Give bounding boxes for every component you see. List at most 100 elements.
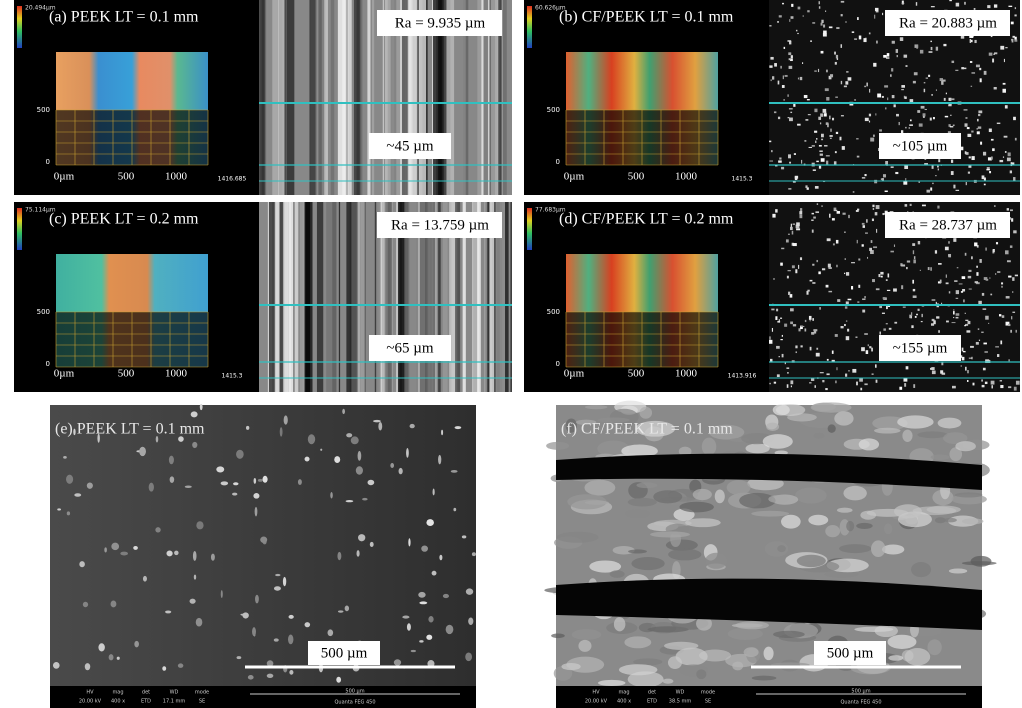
particle xyxy=(246,426,249,430)
x-axis-label: 500 xyxy=(118,368,135,380)
x-axis-label: 500 xyxy=(118,171,135,183)
speckle xyxy=(980,78,982,82)
speckle xyxy=(782,354,784,357)
speckle xyxy=(808,114,811,115)
fiber-texture xyxy=(931,454,950,460)
particle xyxy=(342,409,345,414)
speckle xyxy=(901,264,905,266)
speckle xyxy=(940,370,943,373)
speckle xyxy=(971,256,973,259)
speckle xyxy=(967,380,969,382)
speckle xyxy=(829,135,832,137)
speckle xyxy=(1012,277,1014,281)
speckle xyxy=(842,146,845,150)
speckle xyxy=(791,4,793,7)
speckle xyxy=(829,116,830,120)
particle xyxy=(328,629,334,636)
speckle xyxy=(989,278,990,279)
fiber-texture xyxy=(668,549,701,561)
speckle xyxy=(782,335,783,337)
particle xyxy=(104,547,107,552)
info-head: mag xyxy=(618,690,629,696)
speckle xyxy=(816,353,820,357)
speckle xyxy=(961,147,963,151)
speckle xyxy=(969,36,973,38)
speckle xyxy=(876,380,878,383)
speckle xyxy=(810,320,811,321)
height-map xyxy=(56,52,208,110)
particle xyxy=(263,476,268,483)
speckle xyxy=(921,106,925,109)
particle xyxy=(155,527,160,532)
fiber-texture xyxy=(917,431,947,438)
speckle xyxy=(974,8,976,10)
speckle xyxy=(883,328,886,330)
speckle xyxy=(796,228,800,230)
speckle xyxy=(795,345,797,348)
speckle xyxy=(857,240,858,243)
speckle xyxy=(1009,359,1010,361)
fiber-texture xyxy=(668,656,682,669)
streak xyxy=(352,202,358,392)
speckle xyxy=(950,126,954,127)
speckle xyxy=(880,272,883,275)
info-value: SE xyxy=(199,699,205,705)
speckle xyxy=(826,373,829,375)
particle xyxy=(139,447,146,456)
speckle xyxy=(965,320,968,321)
speckle xyxy=(872,373,874,374)
speckle xyxy=(848,77,852,80)
speckle xyxy=(989,171,991,173)
speckle xyxy=(811,332,814,335)
fiber-texture xyxy=(715,489,725,503)
speckle xyxy=(888,306,890,307)
particle xyxy=(433,489,435,496)
panel-label: (e) PEEK LT = 0.1 mm xyxy=(55,421,205,438)
speckle xyxy=(952,322,956,323)
scale-label: 500 µm xyxy=(827,645,874,661)
speckle xyxy=(826,155,830,156)
speckle xyxy=(885,107,886,109)
speckle xyxy=(899,122,900,125)
speckle xyxy=(974,40,976,43)
speckle xyxy=(937,166,939,168)
particle xyxy=(284,415,288,424)
speckle xyxy=(888,273,890,277)
streak xyxy=(259,0,264,195)
speckle xyxy=(994,205,996,206)
speckle xyxy=(900,37,903,41)
speckle xyxy=(1005,47,1007,48)
speckle xyxy=(882,178,884,181)
speckle xyxy=(936,316,939,318)
speckle xyxy=(883,55,887,58)
speckle xyxy=(953,238,956,242)
speckle xyxy=(778,117,780,119)
speckle xyxy=(823,31,827,34)
x-axis-label: 500 xyxy=(628,368,645,380)
streak xyxy=(299,202,304,392)
speckle xyxy=(836,367,837,370)
speckle xyxy=(887,290,890,291)
speckle xyxy=(823,24,825,27)
speckle xyxy=(834,210,837,211)
speckle xyxy=(866,83,868,87)
speckle xyxy=(874,180,877,183)
speckle xyxy=(978,114,980,116)
particle xyxy=(87,482,93,488)
fiber-texture xyxy=(664,642,698,650)
speckle xyxy=(901,285,903,289)
speckle xyxy=(876,288,880,290)
speckle xyxy=(1005,151,1007,153)
speckle xyxy=(859,378,863,381)
speckle xyxy=(853,191,855,192)
speckle xyxy=(932,371,936,375)
speckle xyxy=(841,14,843,16)
depth-value: ~155 µm xyxy=(893,340,948,356)
speckle xyxy=(986,169,989,170)
speckle xyxy=(1012,36,1014,38)
x-axis-label: 0µm xyxy=(54,368,75,380)
speckle xyxy=(857,17,859,20)
particle xyxy=(346,433,352,437)
fiber-texture xyxy=(584,480,615,496)
speckle xyxy=(875,364,877,367)
